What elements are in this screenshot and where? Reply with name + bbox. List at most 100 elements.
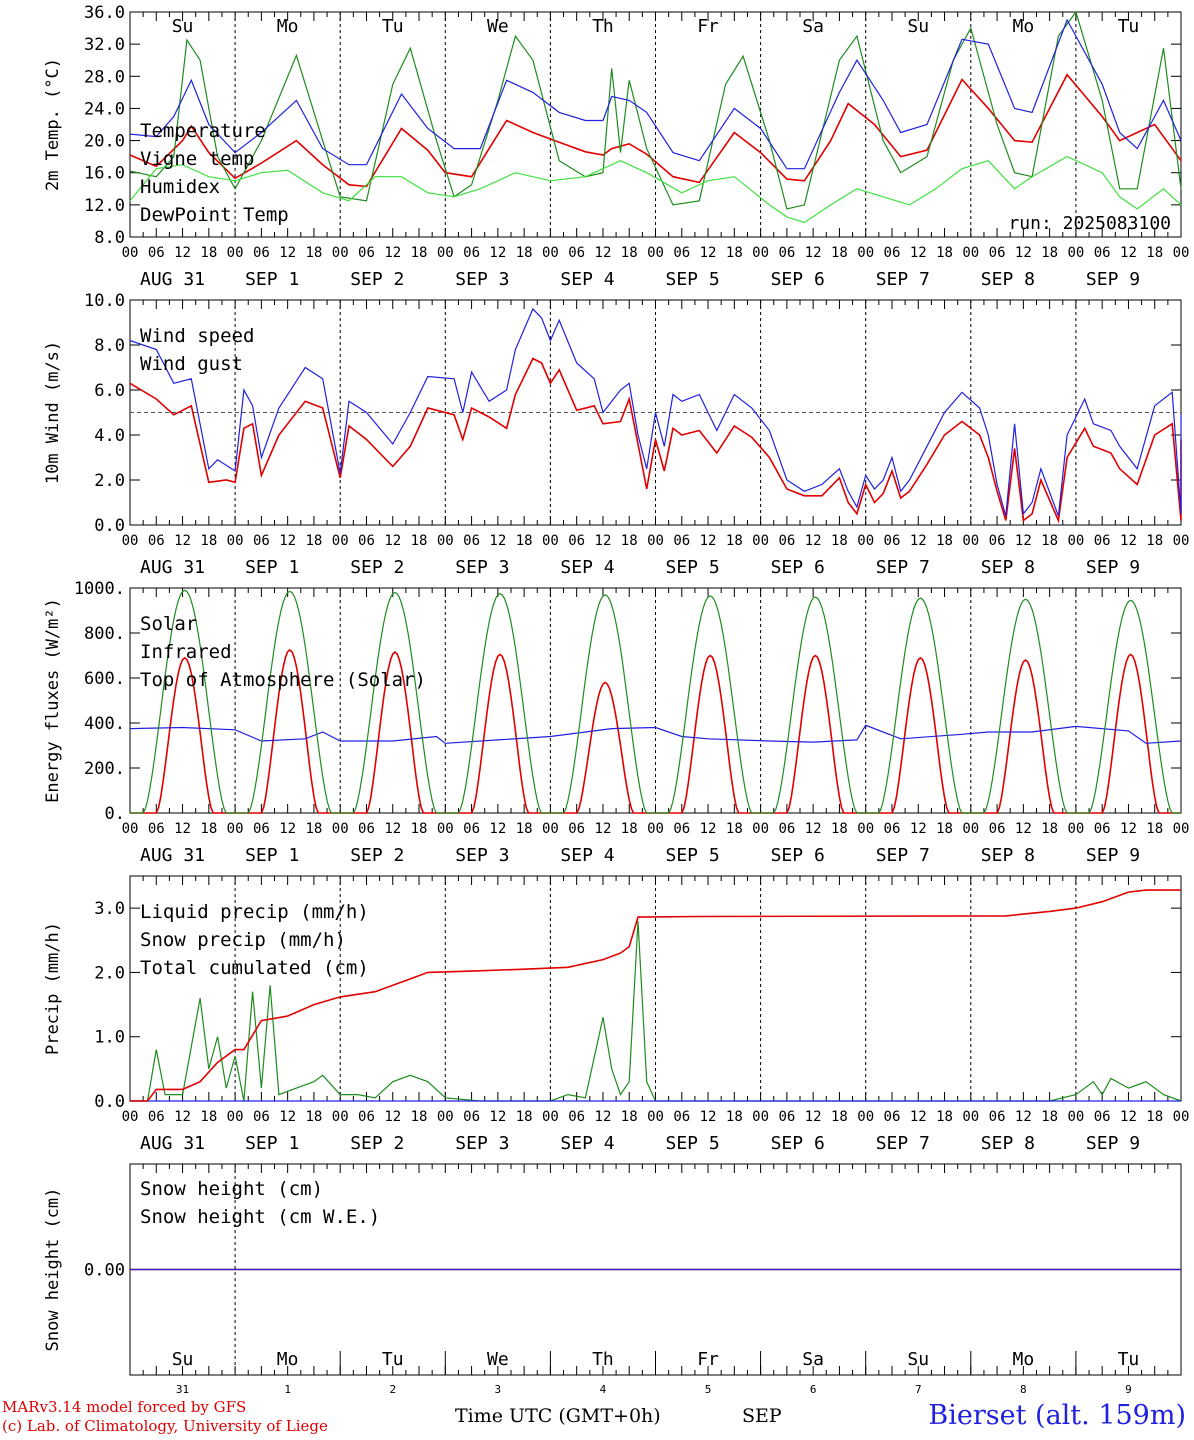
hour-tick-label: 06 <box>989 245 1006 261</box>
hour-tick-label: 00 <box>122 245 139 261</box>
hour-tick-label: 06 <box>989 533 1006 549</box>
weekday-label: Su <box>172 16 194 37</box>
legend-entry: Humidex <box>140 176 220 198</box>
y-axis-label: 2m Temp. (°C) <box>43 58 63 191</box>
date-label: SEP 9 <box>1086 845 1140 866</box>
date-label: SEP 9 <box>1086 269 1140 290</box>
hour-tick-label: 00 <box>227 533 244 549</box>
date-label: SEP 2 <box>350 1133 404 1154</box>
y-tick-label: 800. <box>84 624 125 644</box>
hour-tick-label: 18 <box>1041 1109 1058 1125</box>
hour-tick-label: 00 <box>1173 1109 1190 1125</box>
y-tick-label: 0. <box>105 804 125 824</box>
hour-tick-label: 00 <box>542 245 559 261</box>
hour-tick-label: 18 <box>726 533 743 549</box>
hour-tick-label: 00 <box>1067 533 1084 549</box>
hour-tick-label: 18 <box>200 245 217 261</box>
hour-tick-label: 00 <box>857 821 874 837</box>
series-line-dewpoint-temp <box>129 155 1182 224</box>
hour-tick-label: 06 <box>673 1109 690 1125</box>
hour-tick-label: 00 <box>542 821 559 837</box>
hour-tick-label: 00 <box>752 245 769 261</box>
hour-tick-label: 18 <box>621 533 638 549</box>
weekday-label: Su <box>907 1349 929 1370</box>
hour-tick-label: 18 <box>726 821 743 837</box>
hour-tick-label: 06 <box>148 821 165 837</box>
hour-tick-label: 12 <box>1120 533 1137 549</box>
hour-tick-label: 06 <box>989 821 1006 837</box>
date-label: SEP 4 <box>560 269 614 290</box>
y-tick-label: 32.0 <box>84 35 125 55</box>
hour-tick-label: 00 <box>1067 245 1084 261</box>
date-label: SEP 2 <box>350 557 404 578</box>
hour-tick-label: 06 <box>253 821 270 837</box>
date-label: AUG 31 <box>140 269 205 290</box>
hour-tick-label: 18 <box>411 245 428 261</box>
hour-tick-label: 18 <box>305 1109 322 1125</box>
hour-tick-label: 00 <box>1173 821 1190 837</box>
y-tick-label: 600. <box>84 669 125 689</box>
legend-entry: Infrared <box>140 641 232 663</box>
hour-tick-label: 06 <box>673 821 690 837</box>
hour-tick-label: 18 <box>621 245 638 261</box>
day-number-label: 8 <box>1020 1383 1027 1395</box>
hour-tick-label: 06 <box>358 245 375 261</box>
weekday-label: Tu <box>1118 16 1140 37</box>
hour-tick-label: 18 <box>936 533 953 549</box>
hour-tick-label: 12 <box>700 533 717 549</box>
weekday-label: Th <box>592 1349 614 1370</box>
hour-tick-label: 18 <box>621 821 638 837</box>
date-label: SEP 1 <box>245 1133 299 1154</box>
date-label: SEP 3 <box>455 845 509 866</box>
hour-tick-label: 06 <box>253 533 270 549</box>
hour-tick-label: 06 <box>778 245 795 261</box>
y-tick-label: 8.0 <box>94 228 125 248</box>
hour-tick-label: 00 <box>437 245 454 261</box>
series-line-wind-gust <box>129 307 1182 517</box>
date-label: SEP 6 <box>771 1133 825 1154</box>
hour-tick-label: 18 <box>516 1109 533 1125</box>
hour-tick-label: 12 <box>279 821 296 837</box>
date-label: SEP 7 <box>876 557 930 578</box>
date-label: SEP 6 <box>771 557 825 578</box>
y-tick-label: 12.0 <box>84 196 125 216</box>
series-line-infrared <box>129 724 1182 744</box>
hour-tick-label: 18 <box>1146 533 1163 549</box>
date-label: SEP 7 <box>876 269 930 290</box>
hour-tick-label: 06 <box>884 533 901 549</box>
series-line-wind-speed <box>129 357 1182 524</box>
legend-entry: Wind speed <box>140 325 254 347</box>
hour-tick-label: 00 <box>332 821 349 837</box>
hour-tick-label: 12 <box>1120 1109 1137 1125</box>
hour-tick-label: 18 <box>831 245 848 261</box>
hour-tick-label: 12 <box>174 245 191 261</box>
hour-tick-label: 06 <box>148 245 165 261</box>
hour-tick-label: 00 <box>542 533 559 549</box>
hour-tick-label: 00 <box>962 533 979 549</box>
y-tick-label: 0.00 <box>84 1261 125 1281</box>
date-label: SEP 5 <box>666 1133 720 1154</box>
date-label: SEP 1 <box>245 557 299 578</box>
weekday-label: Su <box>172 1349 194 1370</box>
day-number-label: 7 <box>915 1383 922 1395</box>
hour-tick-label: 06 <box>568 245 585 261</box>
date-label: SEP 7 <box>876 845 930 866</box>
hour-tick-label: 12 <box>1015 1109 1032 1125</box>
date-label: SEP 9 <box>1086 557 1140 578</box>
hour-tick-label: 00 <box>857 1109 874 1125</box>
station-label: Bierset (alt. 159m) <box>928 1400 1186 1431</box>
date-label: SEP 6 <box>771 845 825 866</box>
day-number-label: 2 <box>389 1383 396 1395</box>
hour-tick-label: 00 <box>647 245 664 261</box>
hour-tick-label: 12 <box>279 1109 296 1125</box>
hour-tick-label: 12 <box>279 245 296 261</box>
series-line-top-of-atmosphere-solar- <box>130 589 1181 814</box>
weekday-label: We <box>487 1349 509 1370</box>
hour-tick-label: 00 <box>752 1109 769 1125</box>
hour-tick-label: 12 <box>174 533 191 549</box>
y-tick-label: 36.0 <box>84 3 125 23</box>
y-axis-label: Energy fluxes (W/m²) <box>43 598 63 803</box>
hour-tick-label: 12 <box>174 821 191 837</box>
day-number-label: 3 <box>495 1383 502 1395</box>
chart-panel-2: 0.0 2.0 4.0 6.0 8.0 10.0 10m Wind (m/s) Wind sp… <box>43 291 1189 578</box>
